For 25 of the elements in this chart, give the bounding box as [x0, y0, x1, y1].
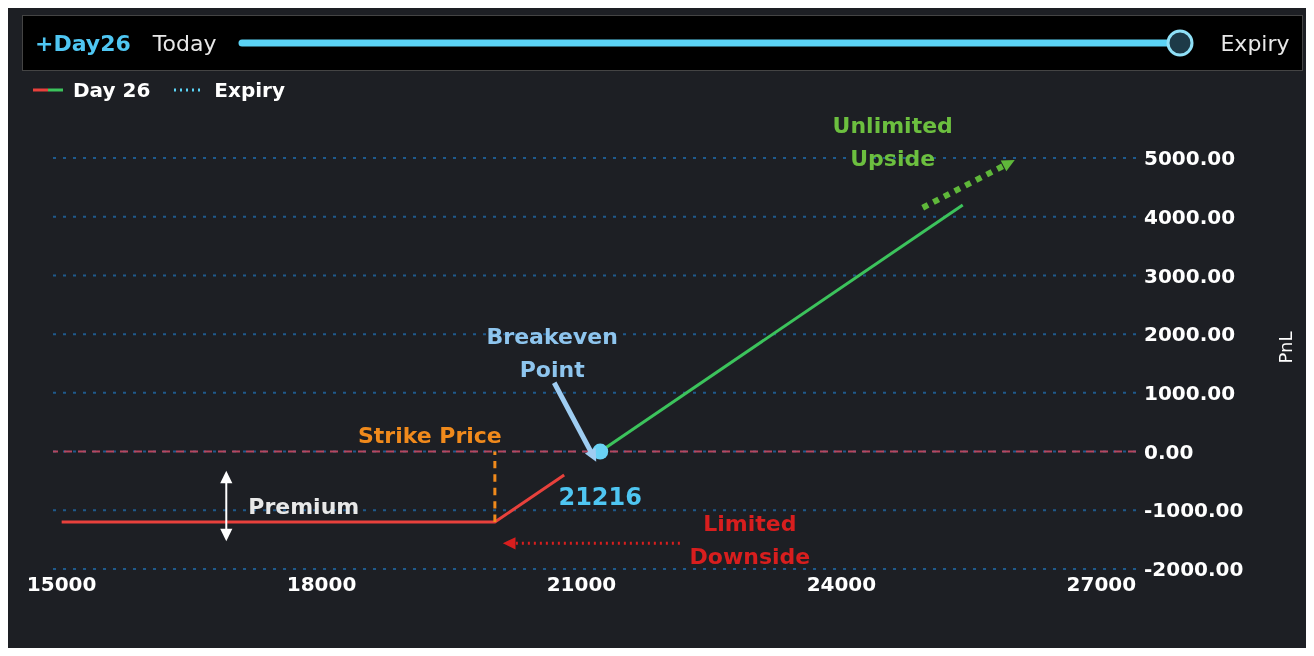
x-tick-label: 24000 — [806, 572, 877, 597]
x-tick-label: 27000 — [1066, 572, 1137, 597]
annotation: Unlimited Upside — [832, 112, 953, 171]
y-tick-label: 2000.00 — [1144, 322, 1236, 347]
text: Today — [152, 30, 217, 56]
annotation: Breakeven Point — [486, 323, 618, 382]
y-tick-label: -1000.00 — [1144, 498, 1244, 523]
annotation: 21216 — [558, 482, 642, 511]
y-axis-title: PnL — [1275, 331, 1297, 364]
annotation: Limited Downside — [689, 511, 811, 570]
y-tick-label: 5000.00 — [1144, 146, 1236, 171]
annotation: Strike Price — [357, 422, 502, 448]
y-tick-label: -2000.00 — [1144, 557, 1244, 582]
y-tick-label: 4000.00 — [1144, 204, 1236, 229]
text: +Day26 — [35, 30, 131, 56]
x-tick-label: 18000 — [286, 572, 357, 597]
legend-label: Day 26 — [72, 78, 151, 102]
y-tick-label: 1000.00 — [1144, 380, 1236, 405]
y-tick-label: 0.00 — [1144, 439, 1194, 464]
annotation: Premium — [248, 494, 360, 519]
x-tick-label: 15000 — [26, 572, 97, 597]
text: Expiry — [1220, 30, 1290, 56]
x-tick-label: 21000 — [546, 572, 617, 597]
y-tick-label: 3000.00 — [1144, 263, 1236, 288]
legend-label: Expiry — [213, 78, 285, 102]
